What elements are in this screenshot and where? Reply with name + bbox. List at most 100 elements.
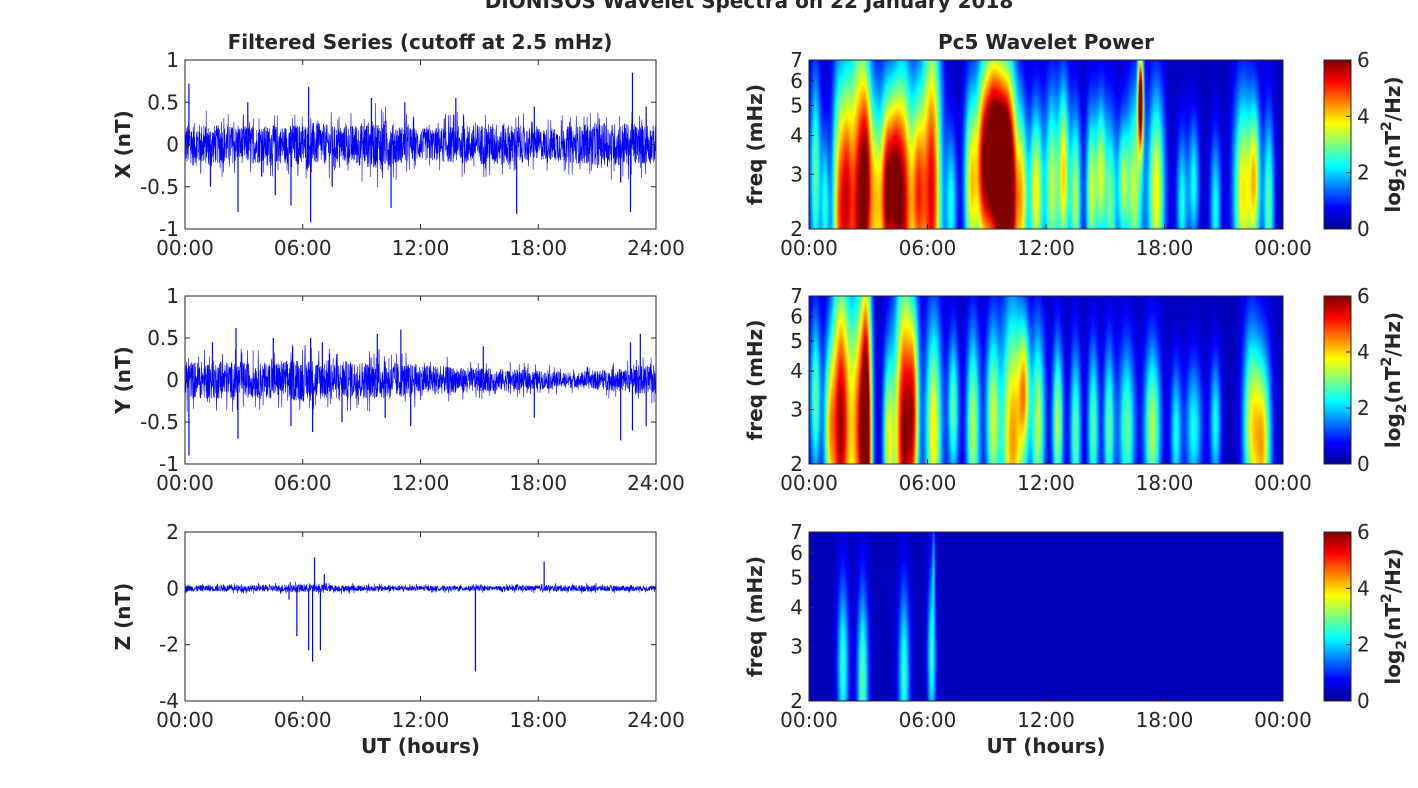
y-tick-label: -0.5 [140,410,179,434]
colorbar-tick-label: 2 [1357,396,1370,420]
y-wavelet-heatmap [809,296,1283,464]
colorbar-label: log2(nT2/Hz) [1379,312,1410,448]
left-column-title: Filtered Series (cutoff at 2.5 mHz) [228,30,613,54]
y-tick-label: -0.5 [140,175,179,199]
z-wavelet-heatmap [809,532,1283,701]
colorbar-tick-label: 6 [1357,520,1370,544]
y-tick-label: 4 [790,359,803,383]
x-tick-label: 06:00 [274,236,332,260]
y-tick-label: 1 [166,284,179,308]
colorbar [1323,59,1352,230]
colorbar-tick-label: 4 [1357,104,1370,128]
x-tick-label: 24:00 [627,708,685,732]
y-tick-label: 0.5 [147,90,179,114]
colorbar-label-part: (nT [1381,131,1405,168]
x-tick-label: 12:00 [1017,708,1075,732]
x-tick-label: 18:00 [1136,471,1194,495]
colorbar-label-part: /Hz) [1381,548,1405,593]
colorbar-label-part: log [1381,650,1405,685]
x-axis-label: UT (hours) [986,734,1105,758]
figure-title: DIONISOS Wavelet Spectra on 22 January 2… [485,0,1014,13]
y-axis-label: freq (mHz) [743,84,767,205]
colorbar-tick-label: 0 [1357,689,1370,713]
colorbar-label-part: 2 [1379,121,1395,131]
y-axis-label: X (nT) [111,110,135,179]
x-tick-label: 18:00 [509,708,567,732]
colorbar-tick-label: 6 [1357,284,1370,308]
y-tick-label: 5 [790,565,803,589]
colorbar-label-part: 2 [1394,640,1410,650]
x-tick-label: 00:00 [1254,471,1312,495]
x-tick-label: 06:00 [899,708,957,732]
x-tick-label: 06:00 [899,471,957,495]
x-tick-label: 00:00 [156,708,214,732]
x-tick-label: 06:00 [899,236,957,260]
x-tick-label: 00:00 [1254,708,1312,732]
y-axis-label: freq (mHz) [743,556,767,677]
y-tick-label: 7 [790,48,803,72]
x-tick-label: 00:00 [780,708,838,732]
y-tick-label: 5 [790,93,803,117]
colorbar-label-part: 2 [1379,593,1395,603]
x-tick-label: 00:00 [1254,236,1312,260]
x-tick-label: 18:00 [1136,708,1194,732]
colorbar-label-part: 2 [1394,168,1410,178]
colorbar-tick-label: 2 [1357,161,1370,185]
z-series-trace [184,581,657,595]
colorbar-tick-label: 4 [1357,576,1370,600]
y-tick-label: 4 [790,123,803,147]
y-axis-label: freq (mHz) [743,320,767,441]
y-tick-label: 4 [790,595,803,619]
y-tick-label: -4 [159,689,179,713]
y-tick-label: 3 [790,634,803,658]
colorbar-tick-label: 0 [1357,452,1370,476]
colorbar-tick-label: 6 [1357,48,1370,72]
y-tick-label: 2 [790,689,803,713]
y-series-trace [184,344,657,416]
x-tick-label: 12:00 [1017,471,1075,495]
x-tick-label: 00:00 [156,236,214,260]
x-tick-label: 24:00 [627,471,685,495]
x-tick-label: 00:00 [780,236,838,260]
x-tick-label: 12:00 [392,708,450,732]
y-series-panel: 00:00 06:00 12:00 18:00 24:00 -1 -0.5 0 0.5 1 Y (n… [111,284,685,495]
y-tick-label: 2 [166,520,179,544]
x-tick-label: 24:00 [627,236,685,260]
colorbar-label-part: 2 [1394,403,1410,413]
y-tick-label: 5 [790,329,803,353]
colorbar-tick-label: 0 [1357,217,1370,241]
colorbar-label-part: (nT [1381,603,1405,640]
x-tick-label: 18:00 [509,471,567,495]
x-tick-label: 12:00 [1017,236,1075,260]
x-wavelet-heatmap [809,60,1283,229]
x-tick-label: 00:00 [156,471,214,495]
y-axis-label: Z (nT) [111,583,135,651]
x-tick-label: 06:00 [274,708,332,732]
colorbar [1323,295,1352,465]
colorbar-label-part: 2 [1379,357,1395,367]
y-tick-label: 3 [790,162,803,186]
colorbar-label-part: /Hz) [1381,312,1405,357]
y-tick-label: 0.5 [147,326,179,350]
plot-area [185,532,656,701]
y-tick-label: 0 [166,576,179,600]
y-tick-label: 2 [790,217,803,241]
y-tick-label: -1 [159,452,179,476]
y-tick-label: 7 [790,284,803,308]
colorbar-label: log2(nT2/Hz) [1379,548,1410,684]
y-tick-label: 0 [166,133,179,157]
y-tick-label: 6 [790,305,803,329]
x-series-trace [184,103,657,188]
y-axis-label: Y (nT) [111,346,135,415]
x-tick-label: 18:00 [509,236,567,260]
y-tick-label: 6 [790,541,803,565]
x-tick-label: 00:00 [780,471,838,495]
y-tick-label: 1 [166,48,179,72]
x-series-panel: 00:00 06:00 12:00 18:00 24:00 -1 -0.5 0 0.5 1 X (n… [111,48,685,260]
x-tick-label: 18:00 [1136,236,1194,260]
y-tick-label: 6 [790,69,803,93]
